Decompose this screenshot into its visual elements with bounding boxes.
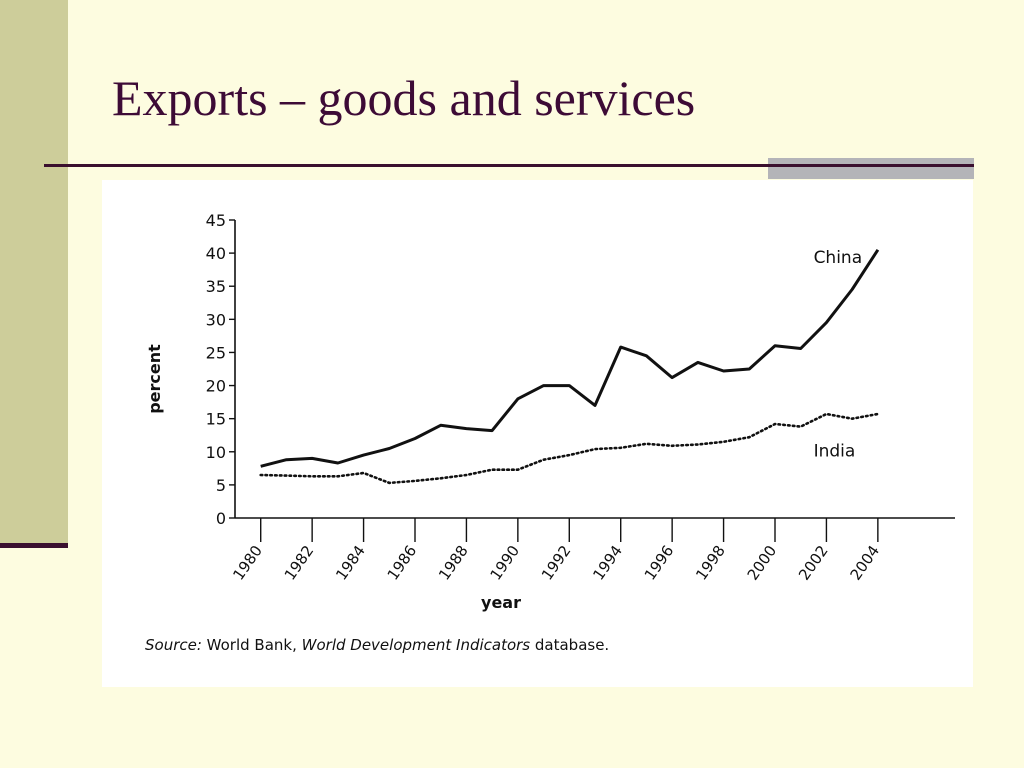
x-tick-label-1996: 1996 bbox=[641, 542, 678, 584]
slide-title: Exports – goods and services bbox=[112, 70, 696, 126]
y-tick-label-35: 35 bbox=[206, 277, 226, 296]
x-tick-label-1998: 1998 bbox=[692, 542, 729, 584]
source-label: Source: bbox=[145, 636, 202, 654]
source-note: Source: World Bank, World Development In… bbox=[145, 636, 609, 654]
x-tick-label-1994: 1994 bbox=[589, 542, 626, 584]
title-divider bbox=[44, 164, 974, 167]
source-org: World Bank, bbox=[201, 636, 302, 654]
x-tick-label-1990: 1990 bbox=[486, 542, 523, 584]
y-tick-label-45: 45 bbox=[206, 211, 226, 230]
x-tick-label-2004: 2004 bbox=[846, 542, 883, 584]
y-axis-title: percent bbox=[145, 344, 164, 414]
x-tick-label-2002: 2002 bbox=[795, 542, 832, 584]
y-tick-label-30: 30 bbox=[206, 310, 226, 329]
y-tick-label-15: 15 bbox=[206, 410, 226, 429]
y-tick-label-40: 40 bbox=[206, 244, 226, 263]
chart-panel: 0 5 10 15 20 25 30 35 40 45 1980 1982 1984 1986 1988 19… bbox=[102, 180, 973, 687]
source-database: World Development Indicators bbox=[301, 636, 531, 654]
x-tick-label-2000: 2000 bbox=[744, 542, 781, 584]
x-tick-label-1982: 1982 bbox=[281, 542, 318, 584]
series-line-india bbox=[259, 412, 880, 485]
series-label-india: India bbox=[814, 441, 856, 461]
title-accent-band bbox=[768, 164, 974, 167]
series-line-china bbox=[260, 248, 880, 468]
y-tick-label-25: 25 bbox=[206, 343, 226, 362]
x-tick-label-1988: 1988 bbox=[435, 542, 472, 584]
source-tail: database. bbox=[530, 636, 610, 654]
sidebar-accent-bar bbox=[0, 543, 68, 548]
line-chart: 0 5 10 15 20 25 30 35 40 45 1980 1982 1984 1986 1988 19… bbox=[145, 211, 955, 612]
title-accent-block bbox=[768, 158, 974, 179]
y-tick-label-10: 10 bbox=[206, 443, 226, 462]
x-axis-title: year bbox=[481, 593, 521, 612]
y-tick-label-20: 20 bbox=[206, 377, 226, 396]
x-tick-label-1986: 1986 bbox=[384, 542, 421, 584]
x-tick-label-1984: 1984 bbox=[332, 542, 369, 584]
y-tick-label-0: 0 bbox=[216, 509, 226, 528]
x-tick-label-1992: 1992 bbox=[538, 542, 575, 584]
x-tick-label-1980: 1980 bbox=[229, 542, 266, 584]
sidebar-strip bbox=[0, 0, 68, 545]
y-tick-label-5: 5 bbox=[216, 476, 226, 495]
series-label-china: China bbox=[814, 248, 863, 268]
